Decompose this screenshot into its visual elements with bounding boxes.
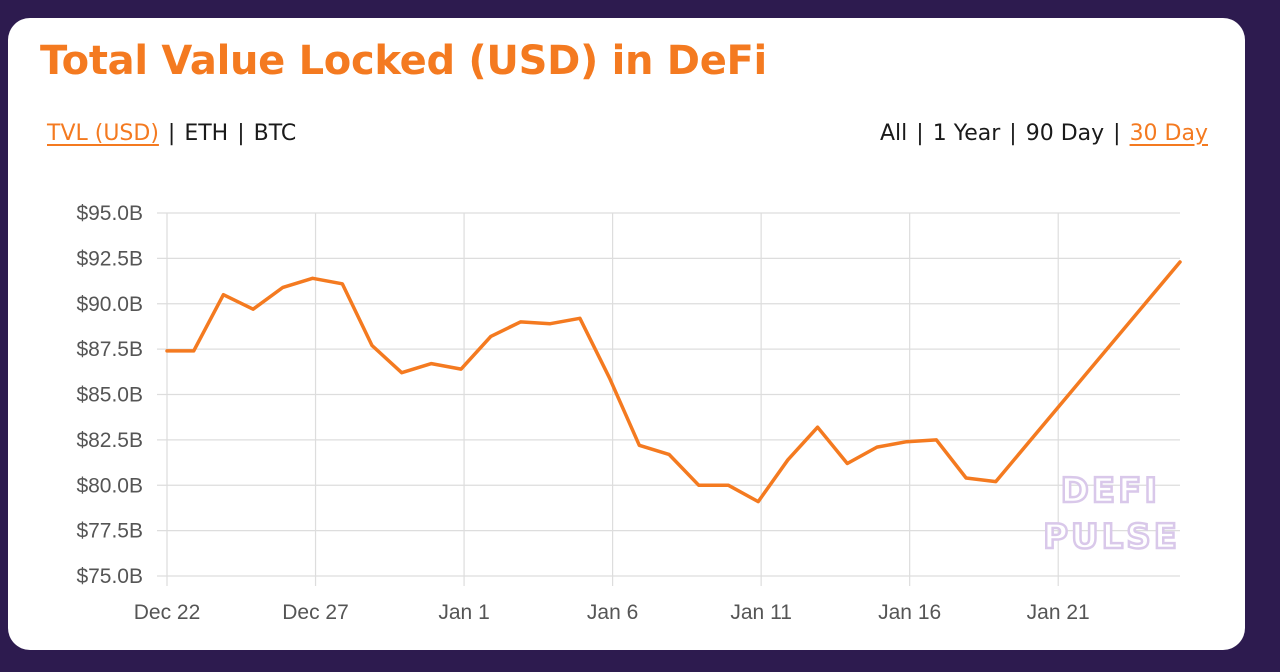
metric-selector: TVL (USD) | ETH | BTC (47, 121, 296, 146)
y-tick-label: $82.5B (76, 429, 143, 452)
separator: | (916, 121, 924, 146)
x-tick-label: Dec 27 (282, 601, 349, 624)
watermark-line-1: DEFI (1061, 471, 1160, 511)
separator: | (237, 121, 245, 146)
range-90-day[interactable]: 90 Day (1025, 121, 1105, 146)
series (165, 260, 1182, 504)
separator: | (167, 121, 176, 146)
tab-btc[interactable]: BTC (253, 121, 297, 146)
y-tick-label: $90.0B (76, 293, 143, 316)
defi-pulse-watermark: DEFI PULSE (1042, 470, 1180, 559)
tab-eth[interactable]: ETH (184, 121, 229, 146)
tab-tvl-usd[interactable]: TVL (USD) (47, 121, 159, 146)
separator: | (1113, 121, 1121, 146)
range-all[interactable]: All (880, 121, 908, 146)
y-tick-label: $95.0B (76, 202, 143, 225)
x-tick-label: Jan 21 (1027, 601, 1090, 624)
x-tick-label: Jan 11 (730, 601, 792, 624)
y-tick-label: $77.5B (76, 520, 143, 543)
separator: | (1009, 121, 1017, 146)
chart-card (8, 18, 1245, 650)
watermark-line-2: PULSE (1043, 517, 1180, 557)
y-tick-label: $75.0B (76, 565, 143, 588)
tvl-series-line (165, 260, 1182, 504)
x-tick-label: Jan 6 (587, 601, 638, 624)
grid (157, 212, 1180, 586)
x-tick-label: Jan 16 (878, 601, 941, 624)
range-selector: All | 1 Year | 90 Day | 30 Day (880, 121, 1208, 146)
range-1-year[interactable]: 1 Year (932, 121, 1001, 146)
y-tick-label: $92.5B (76, 247, 143, 270)
range-30-day[interactable]: 30 Day (1129, 121, 1208, 146)
y-tick-label: $87.5B (76, 338, 143, 361)
x-tick-label: Dec 22 (134, 601, 201, 624)
page-title: Total Value Locked (USD) in DeFi (40, 38, 767, 84)
y-tick-label: $85.0B (76, 384, 143, 407)
axis-ticks: $95.0B $92.5B $90.0B $87.5B $85.0B $82.5B $80.… (76, 202, 1089, 624)
x-tick-label: Jan 1 (438, 601, 489, 624)
y-tick-label: $80.0B (76, 474, 143, 497)
